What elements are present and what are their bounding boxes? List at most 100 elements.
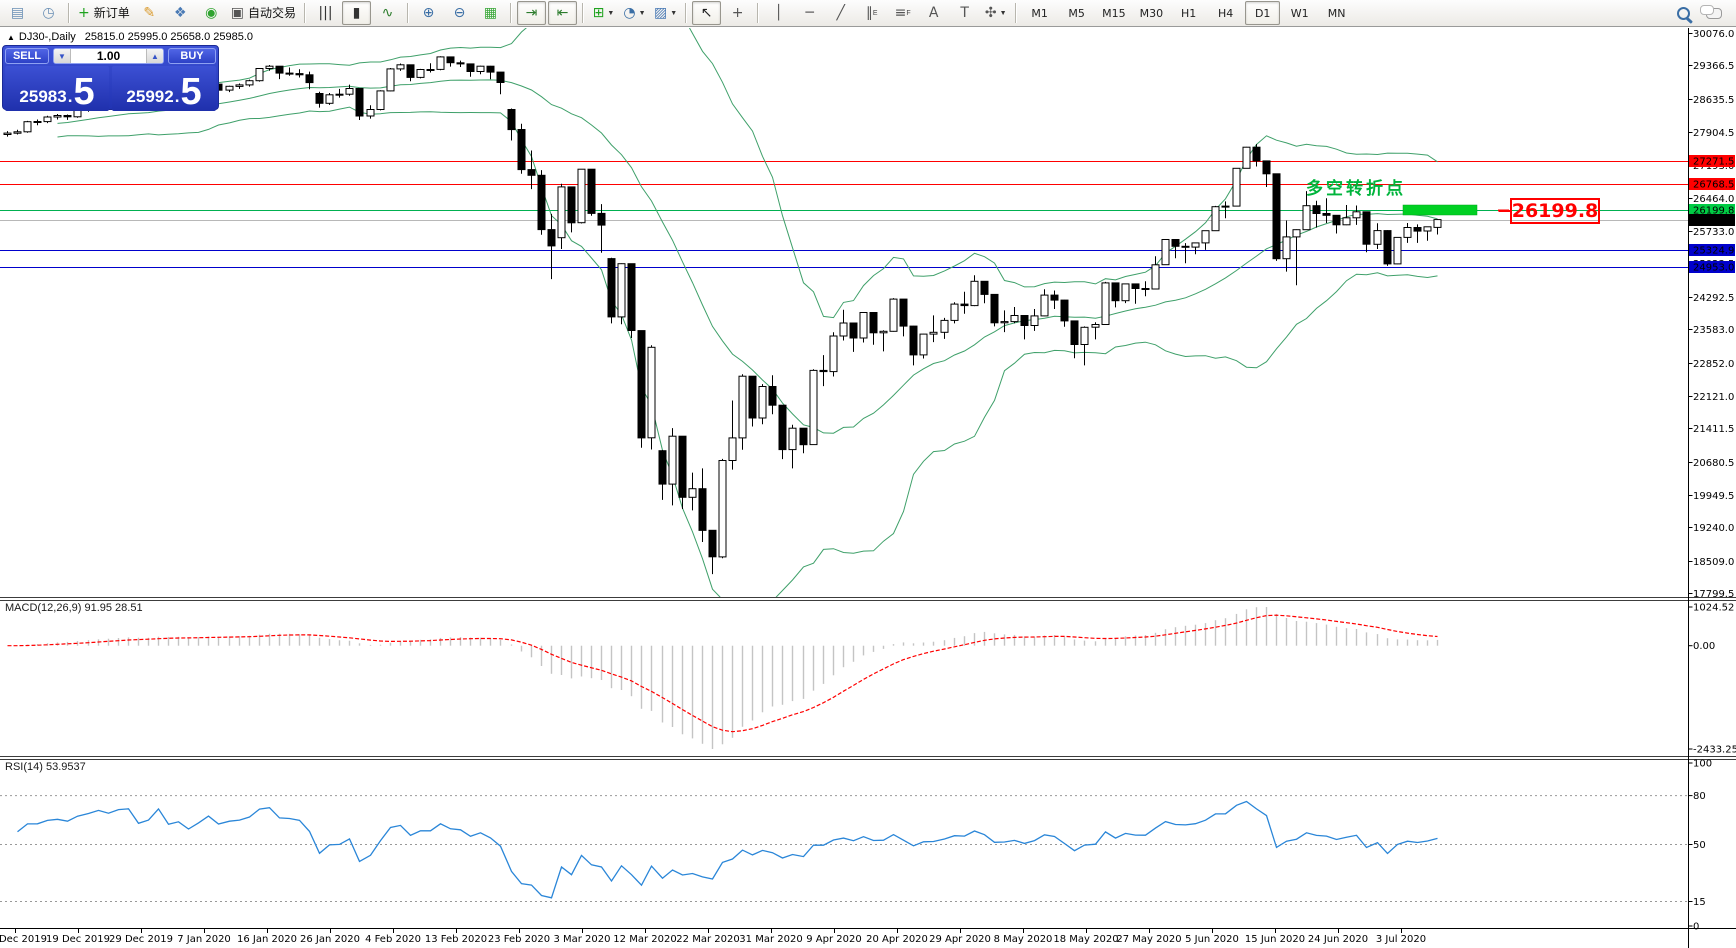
svg-text:26 Jan 2020: 26 Jan 2020 xyxy=(300,934,360,945)
fibonacci-button[interactable]: ≡ F xyxy=(888,1,917,25)
symbol-name: DJ30-,Daily xyxy=(18,31,76,43)
price-callout-label[interactable]: 26199.8 xyxy=(1499,198,1600,224)
chart-shift-button[interactable]: ⇤ xyxy=(548,1,577,25)
search-icon[interactable] xyxy=(1677,6,1690,20)
dropdown-caret-icon[interactable]: ▼ xyxy=(999,9,1007,17)
price-line-label xyxy=(1689,261,1735,273)
price-line-label xyxy=(1689,204,1735,216)
new-order-glyph: + xyxy=(78,5,90,21)
autotrading-button[interactable]: ▣ 自动交易 xyxy=(228,1,299,25)
buy-price[interactable]: 25992. 5 xyxy=(112,66,216,111)
text-label-glyph: T xyxy=(960,5,969,21)
svg-text:5 Jun 2020: 5 Jun 2020 xyxy=(1185,934,1239,945)
zoom-in-button[interactable]: ⊕ xyxy=(414,1,443,25)
timeframe-button-w1[interactable]: W1 xyxy=(1290,6,1309,20)
svg-text:31 Mar 2020: 31 Mar 2020 xyxy=(739,934,802,945)
svg-text:0: 0 xyxy=(1693,922,1699,933)
svg-text:27904.5: 27904.5 xyxy=(1693,128,1734,139)
community-icon-glyph: ❖ xyxy=(173,5,187,21)
volume-input[interactable] xyxy=(71,49,146,63)
timeframe-button-m5[interactable]: M5 xyxy=(1068,6,1085,20)
timeframe-button-h1[interactable]: H1 xyxy=(1181,6,1197,20)
timeframe-button-mn[interactable]: MN xyxy=(1327,6,1346,20)
community-icon[interactable]: ❖ xyxy=(166,1,195,25)
zoom-in-glyph: ⊕ xyxy=(422,5,435,21)
toolbar-separator xyxy=(407,3,409,23)
terminal-icon[interactable]: ▤ xyxy=(3,1,32,25)
macd-axis: 1024.52 0.00 -2433.25 xyxy=(1688,603,1736,756)
dropdown-caret-icon[interactable]: ▼ xyxy=(607,9,615,17)
trendline-button[interactable]: ╱ xyxy=(826,1,855,25)
arrows-button[interactable]: ✣ ▼ xyxy=(981,1,1010,25)
periods-button[interactable]: ◔ ▼ xyxy=(620,1,649,25)
sell-price[interactable]: 25983. 5 xyxy=(5,66,109,111)
signals-icon[interactable]: ◉ xyxy=(197,1,226,25)
timeframe-button-m1[interactable]: M1 xyxy=(1031,6,1048,20)
volume-stepper: ▼ ▲ xyxy=(53,48,164,64)
svg-text:22852.0: 22852.0 xyxy=(1693,359,1734,370)
text-glyph: A xyxy=(928,5,939,21)
templates-button[interactable]: ▨ ▼ xyxy=(651,1,680,25)
buy-button[interactable]: BUY xyxy=(168,48,216,64)
timeframe-button-d1[interactable]: D1 xyxy=(1245,1,1281,25)
equidistant-channel-button[interactable]: ∥ E xyxy=(857,1,886,25)
turning-point-annotation[interactable]: 多空转折点 xyxy=(1306,179,1406,198)
auto-scroll-button[interactable]: ⇥ xyxy=(517,1,546,25)
svg-text:19949.5: 19949.5 xyxy=(1693,491,1734,502)
text-button[interactable]: A xyxy=(919,1,948,25)
horizontal-line-objects[interactable] xyxy=(0,161,1689,268)
panel-separators[interactable] xyxy=(0,597,1736,760)
volume-decrease-button[interactable]: ▼ xyxy=(54,49,71,63)
crosshair-button[interactable]: + xyxy=(723,1,752,25)
metaeditor-icon[interactable]: ✎ xyxy=(135,1,164,25)
market-watch-icon[interactable]: ◷ xyxy=(34,1,63,25)
toolbar-separator xyxy=(68,3,70,23)
bollinger-middle-band xyxy=(57,79,1438,434)
one-click-trading-panel: SELL ▼ ▲ BUY 25983.5 25992.5 xyxy=(2,45,219,111)
autotrading-glyph: ▣ xyxy=(230,5,244,21)
volume-increase-button[interactable]: ▲ xyxy=(146,49,163,63)
timeframe-button-h4[interactable]: H4 xyxy=(1218,6,1234,20)
fibonacci-glyph: ≡ xyxy=(894,5,907,21)
svg-text:16 Jan 2020: 16 Jan 2020 xyxy=(237,934,297,945)
svg-text:20680.5: 20680.5 xyxy=(1693,458,1734,469)
chat-icon[interactable] xyxy=(1700,4,1722,19)
svg-text:17799.5: 17799.5 xyxy=(1693,589,1734,600)
tile-windows-button[interactable]: ▦ xyxy=(476,1,505,25)
toolbar-separator xyxy=(510,3,512,23)
text-label-button[interactable]: T xyxy=(950,1,979,25)
zoom-out-button[interactable]: ⊖ xyxy=(445,1,474,25)
new-order-button[interactable]: + 新订单 xyxy=(75,1,133,25)
auto-scroll-glyph: ⇥ xyxy=(525,5,538,21)
dropdown-caret-icon[interactable]: ▼ xyxy=(638,9,646,17)
line-chart-button[interactable]: ∿ xyxy=(373,1,402,25)
indicators-button[interactable]: ⊞ ▼ xyxy=(589,1,618,25)
svg-text:-2433.25: -2433.25 xyxy=(1693,745,1736,756)
templates-glyph: ▨ xyxy=(654,5,668,21)
equidistant-channel-glyph: ∥ xyxy=(865,5,873,21)
dropdown-caret-icon[interactable]: ▼ xyxy=(670,9,678,17)
candlestick-button[interactable]: ▮ xyxy=(342,1,371,25)
toolbar-separator xyxy=(304,3,306,23)
timeframe-button-m30[interactable]: M30 xyxy=(1139,6,1164,20)
rsi-line xyxy=(17,800,1438,899)
bar-chart-button[interactable]: ||| xyxy=(311,1,340,25)
crosshair-glyph: + xyxy=(731,5,744,21)
sell-button[interactable]: SELL xyxy=(5,48,49,64)
svg-text:10 Dec 2019: 10 Dec 2019 xyxy=(0,934,47,945)
vertical-line-button[interactable]: │ xyxy=(764,1,793,25)
cursor-button[interactable]: ↖ xyxy=(692,1,722,25)
svg-text:19 Dec 2019: 19 Dec 2019 xyxy=(46,934,110,945)
svg-text:26199.8: 26199.8 xyxy=(1693,206,1734,217)
horizontal-line-glyph: ─ xyxy=(805,5,814,21)
turning-point-zone-rect xyxy=(1402,204,1478,216)
cursor-glyph: ↖ xyxy=(700,5,713,21)
candlestick-glyph: ▮ xyxy=(352,5,361,21)
svg-text:7 Jan 2020: 7 Jan 2020 xyxy=(177,934,231,945)
buy-price-dot: . xyxy=(174,87,180,106)
horizontal-line-button[interactable]: ─ xyxy=(795,1,824,25)
timeframe-button-m15[interactable]: M15 xyxy=(1102,6,1126,20)
svg-text:24292.5: 24292.5 xyxy=(1693,293,1734,304)
